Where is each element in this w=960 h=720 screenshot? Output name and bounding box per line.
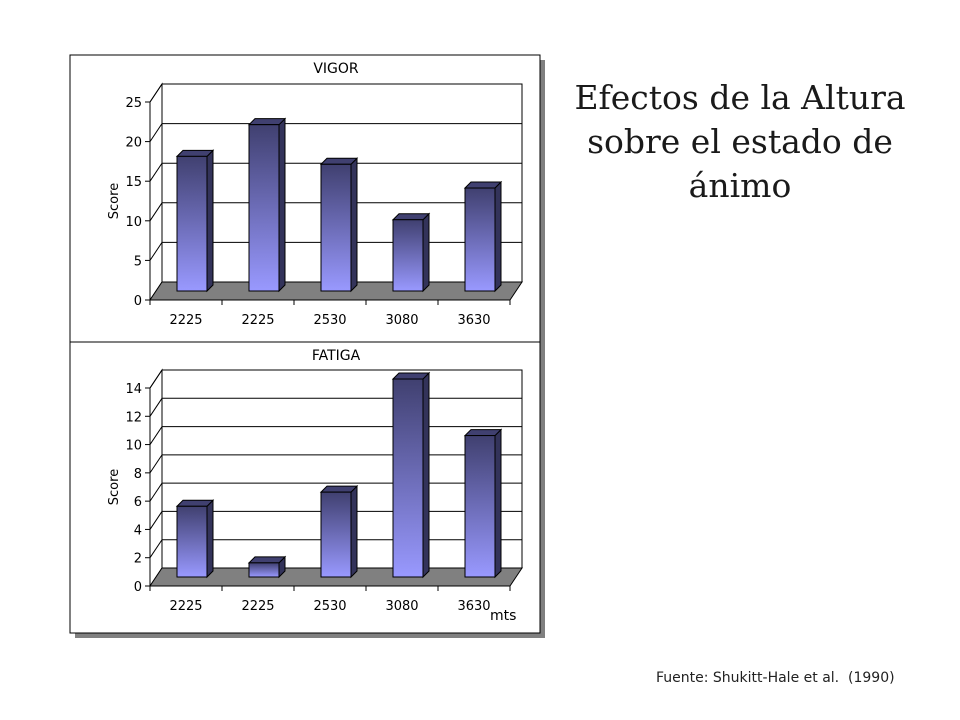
x-tick-label: 3630 (457, 599, 490, 614)
bar (391, 212, 431, 293)
y-tick-label: 15 (125, 175, 142, 190)
bar (175, 149, 215, 293)
bar-front (464, 187, 496, 292)
bar (463, 428, 503, 579)
bar-top (319, 157, 359, 165)
x-tick-label: 2225 (169, 599, 202, 614)
bar (175, 499, 215, 579)
y-tick-label: 25 (125, 96, 142, 111)
bar-front (248, 562, 280, 578)
gridline (149, 162, 522, 182)
unit-label: mts (490, 608, 516, 624)
bar-front (176, 505, 208, 578)
x-tick-label: 2225 (169, 313, 202, 328)
bar-front (176, 155, 208, 292)
y-tick-label: 12 (125, 410, 142, 425)
bar-front (392, 378, 424, 578)
x-tick-label: 3630 (457, 313, 490, 328)
bar (247, 117, 287, 293)
y-tick-label: 10 (125, 215, 142, 230)
bar-front (464, 435, 496, 578)
x-tick-label: 3080 (385, 313, 418, 328)
bar-front (320, 163, 352, 292)
source-citation: Fuente: Shukitt-Hale et al. (1990) (656, 670, 895, 686)
y-axis-label: Score (107, 183, 122, 219)
y-tick-label: 20 (125, 136, 142, 151)
x-tick-label: 2225 (241, 599, 274, 614)
chart-frame (69, 54, 541, 634)
gridline (149, 202, 522, 222)
bar-top (247, 118, 287, 126)
bar (247, 555, 287, 579)
slide-title: Efectos de la Altura sobre el estado de … (574, 78, 906, 205)
bar-top (391, 213, 431, 221)
bar-side (350, 484, 358, 579)
x-tick-label: 2530 (313, 313, 346, 328)
y-tick-label: 8 (134, 467, 142, 482)
gridline (149, 123, 522, 142)
y-tick-label: 5 (134, 254, 142, 269)
bar (463, 180, 503, 293)
y-tick-label: 14 (125, 382, 142, 397)
gridline (149, 369, 522, 389)
y-tick-label: 6 (134, 495, 142, 510)
bar (319, 484, 359, 579)
bar-top (463, 429, 503, 437)
chart-title: FATIGA (312, 348, 361, 364)
fatiga-chart: FATIGA 0 2 4 6 8 10 12 14 2225 2225 2530 3080 3630 Sco… (107, 348, 523, 614)
bar-side (494, 428, 502, 579)
bar-top (319, 485, 359, 493)
y-tick-label: 0 (134, 294, 142, 309)
bar-side (206, 499, 214, 579)
gridline (149, 83, 522, 103)
y-tick-label: 0 (134, 580, 142, 595)
x-tick-label: 2530 (313, 599, 346, 614)
bar-side (422, 371, 430, 579)
bar-top (175, 499, 215, 507)
bar-side (422, 212, 430, 293)
y-axis-label: Score (107, 469, 122, 505)
bar-front (392, 219, 424, 292)
bar-front (248, 124, 280, 292)
bar (391, 371, 431, 579)
x-tick-label: 3080 (385, 599, 418, 614)
bar-front (320, 491, 352, 578)
bar-top (463, 181, 503, 189)
y-tick-label: 2 (134, 552, 142, 567)
y-tick-label: 4 (134, 523, 142, 538)
chart-title: VIGOR (313, 61, 359, 77)
bar (319, 157, 359, 293)
bar-side (278, 117, 286, 293)
x-tick-label: 2225 (241, 313, 274, 328)
vigor-chart: VIGOR 0 5 10 15 20 25 2225 2225 2530 3080 3630 Score (107, 61, 523, 328)
y-tick-label: 10 (125, 439, 142, 454)
bar-side (350, 157, 358, 293)
bar-top (247, 556, 287, 564)
bar-side (206, 149, 214, 293)
bar-top (391, 372, 431, 380)
bar-side (494, 180, 502, 293)
bar-top (175, 149, 215, 157)
